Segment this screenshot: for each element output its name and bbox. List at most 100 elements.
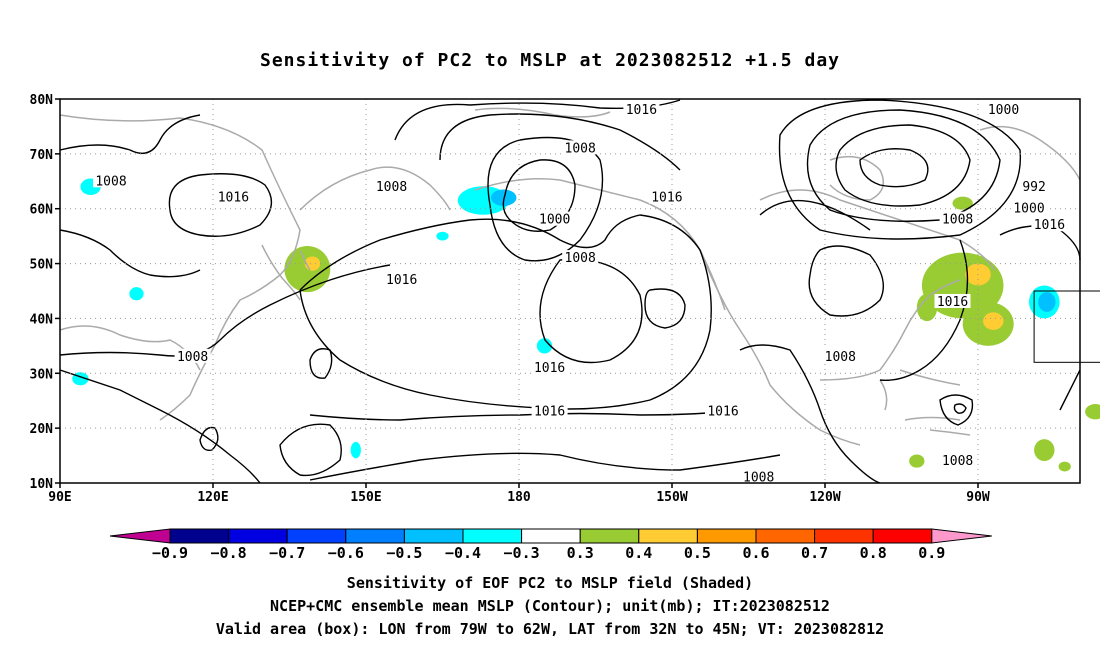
lat-tick-label: 50N [30,258,54,273]
valid-area-rect [1033,290,1100,363]
lat-tick-label: 10N [30,477,54,492]
colorbar-swatch [169,528,230,544]
caption-shading: Sensitivity of EOF PC2 to MSLP field (Sh… [346,574,754,592]
lat-tick-label: 30N [30,367,54,382]
colorbar-tick-label: −0.4 [445,544,481,562]
colorbar-tick-label: 0.3 [567,544,594,562]
sensitivity-patch [952,196,973,210]
isobar-labels: 1016 1008 1008 1008 1016 1016 1008 1000 1016 1008… [93,101,1068,486]
isobar-label: 1016 [651,191,682,206]
isobar-label: 1016 [626,103,657,118]
caption-valid-area: Valid area (box): LON from 79W to 62W, L… [215,620,885,638]
isobar-label-bg [939,211,976,226]
coastline-layer [59,107,1081,446]
lon-tick-label: 120E [197,490,228,505]
lat-tick-label: 60N [30,203,54,218]
isobar-label-bg [1011,200,1047,215]
colorbar-swatch [521,528,581,544]
colorbar-swatch [228,528,288,544]
sensitivity-patch [983,312,1004,330]
lat-tick-label: 20N [30,422,54,437]
isobar-label-bg [705,403,741,418]
isobar-label-bg [531,359,568,374]
colorbar-swatch [696,528,757,544]
isobar-label: 1000 [1013,202,1044,217]
isobar-label-bg [985,101,1022,116]
isobar-label-bg [373,178,410,193]
colorbar-swatch [462,528,523,544]
colorbar-tick-label: 0.6 [742,544,769,562]
isobar-label-bg [531,403,568,418]
colorbar-swatch [403,528,464,544]
sensitivity-patch [284,246,331,293]
isobar-label-bg [536,211,573,226]
isobar-label: 1016 [937,295,968,310]
sensitivity-patch [129,287,144,301]
lon-tick-label: 90E [48,490,71,505]
colorbar-tick-label: −0.5 [386,544,422,562]
lon-tick-label: 90W [966,490,990,505]
isobar-label: 1008 [565,251,596,266]
colorbar-left-arrow [109,528,171,544]
lat-tick-label: 70N [30,148,54,163]
colorbar-swatch [872,528,933,544]
isobar-label: 1016 [707,405,738,420]
colorbar-tick-label: −0.6 [328,544,364,562]
isobar-label: 992 [1022,180,1045,195]
isobar-label: 1008 [825,350,856,365]
page-title: Sensitivity of PC2 to MSLP at 2023082512… [259,50,840,71]
sensitivity-patch [1085,404,1100,420]
isobar-label-bg [215,189,252,204]
isobar-label-bg [562,140,599,155]
isobar-label-bg [934,293,971,308]
colorbar-tick-label: 0.5 [684,544,711,562]
caption-contour: NCEP+CMC ensemble mean MSLP (Contour); u… [270,597,830,615]
sensitivity-patch [436,231,449,241]
isobar-label-bg [740,469,777,484]
colorbar-tick-label: 0.8 [860,544,887,562]
isobar-label: 1008 [942,454,973,469]
isobar-label: 1016 [534,361,565,376]
isobar-label: 1008 [376,180,407,195]
lat-tick-label: 40N [30,312,54,327]
colorbar-swatch [638,528,698,544]
lon-tick-label: 120W [809,490,840,505]
isobar-label: 1000 [539,213,570,228]
colorbar-tick-label: −0.9 [152,544,188,562]
colorbar-swatch [755,528,816,544]
colorbar-tick-label: 0.4 [625,544,652,562]
isobar-label-bg [1020,178,1049,193]
colorbar-swatch [579,528,640,544]
lon-tick-label: 150W [656,490,687,505]
isobar-label: 1008 [565,141,596,156]
colorbar-tick-label: −0.3 [504,544,540,562]
isobar-label-bg [648,189,685,204]
colorbar-swatch [345,528,405,544]
mslp-contour-layer [59,99,1081,484]
colorbar-right-arrow [931,528,992,544]
map-frame [59,98,1081,484]
isobar-label: 1008 [95,174,126,189]
colorbar-tick-label: −0.7 [269,544,305,562]
colorbar-swatch [814,528,874,544]
isobar-label-bg [562,250,599,265]
colorbar-tick-label: 0.9 [918,544,945,562]
isobar-label-bg [1031,217,1068,232]
isobar-label-bg [623,101,660,116]
colorbar: −0.9 −0.8 −0.7 −0.6 −0.5 −0.4 −0.3 0.3 0.4 0.5 0.6… [109,528,992,562]
sensitivity-shading-layer [72,178,1100,472]
colorbar-tick-label: 0.7 [801,544,828,562]
isobar-label: 1016 [386,273,417,288]
sensitivity-patch [916,293,938,322]
lon-tick-label: 180 [507,490,531,505]
isobar-label-bg [939,453,976,468]
isobar-label-bg [93,173,129,188]
sensitivity-patch [1058,461,1071,472]
lat-tick-label: 80N [30,93,54,108]
isobar-label: 1008 [177,350,208,365]
isobar-label: 1008 [942,213,973,228]
lon-tick-label: 150E [350,490,381,505]
isobar-label-bg [383,272,420,287]
